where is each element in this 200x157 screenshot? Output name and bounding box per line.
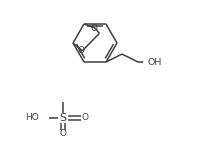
- Text: O: O: [78, 46, 85, 55]
- Text: O: O: [60, 130, 66, 138]
- Text: S: S: [59, 113, 67, 123]
- Text: OH: OH: [148, 58, 162, 67]
- Text: HO: HO: [25, 114, 39, 122]
- Text: O: O: [91, 24, 98, 33]
- Text: O: O: [82, 114, 88, 122]
